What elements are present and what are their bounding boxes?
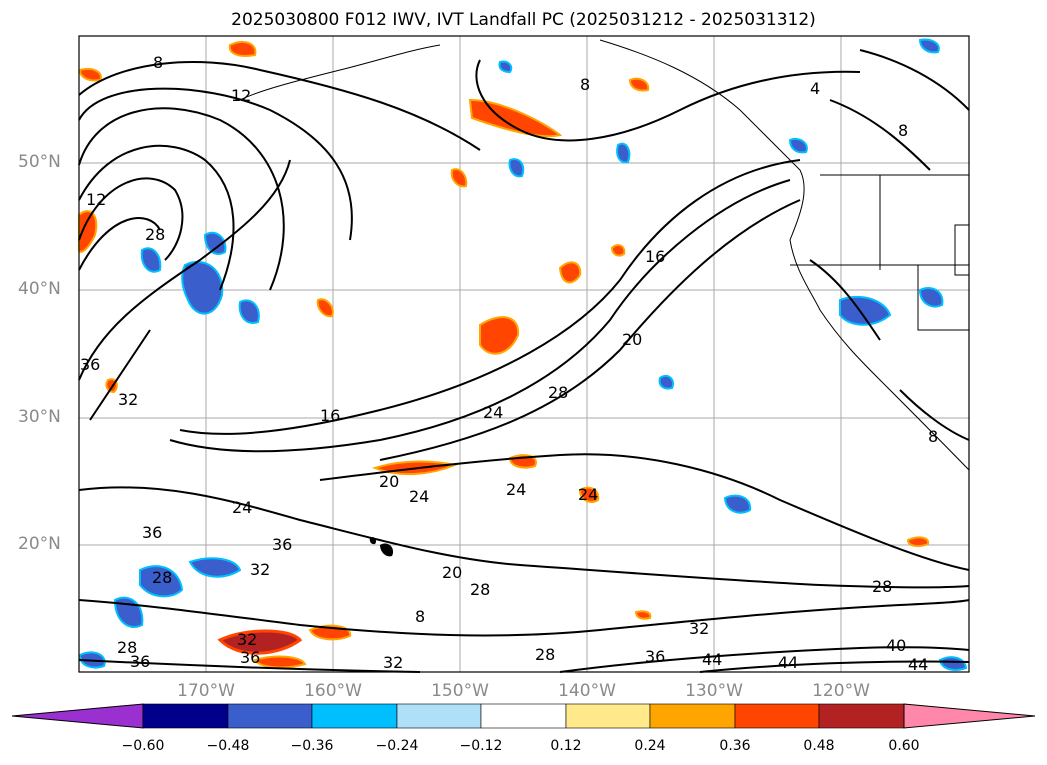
colorbar-bin-7 bbox=[649, 703, 736, 729]
gridlines bbox=[79, 36, 969, 672]
contour-label: 36 bbox=[80, 355, 100, 374]
colorbar-tick-label: −0.12 bbox=[459, 738, 503, 754]
contour-label: 40 bbox=[886, 636, 906, 655]
colorbar-high-extension bbox=[903, 703, 1036, 729]
lat-label-20n: 20°N bbox=[18, 534, 61, 554]
contour-label: 8 bbox=[898, 121, 908, 140]
positive-anomaly-patches bbox=[78, 41, 930, 669]
contour-labels: 8 12 4 8 8 12 28 16 20 36 32 16 24 28 20… bbox=[80, 53, 938, 674]
contour-label: 24 bbox=[578, 485, 598, 504]
colorbar-bin-6 bbox=[565, 703, 651, 729]
colorbar-bin-1 bbox=[142, 703, 229, 729]
lon-label-130w: 130°W bbox=[685, 681, 743, 701]
colorbar bbox=[11, 703, 1036, 729]
contour-label: 24 bbox=[232, 498, 252, 517]
colorbar-tick-label: 0.12 bbox=[550, 738, 582, 754]
colorbar-bin-2 bbox=[227, 703, 313, 729]
contour-label: 12 bbox=[231, 86, 251, 105]
contour-label: 8 bbox=[928, 427, 938, 446]
colorbar-tick-label: −0.36 bbox=[290, 738, 334, 754]
colorbar-bin-3 bbox=[311, 703, 398, 729]
contour-label: 24 bbox=[409, 487, 429, 506]
contour-label: 20 bbox=[622, 330, 642, 349]
contour-label: 36 bbox=[240, 648, 260, 667]
colorbar-tick-label: 0.48 bbox=[803, 738, 835, 754]
colorbar-tick-label: −0.24 bbox=[375, 738, 419, 754]
colorbar-bin-5 bbox=[480, 703, 567, 729]
contour-label: 44 bbox=[702, 650, 722, 669]
lon-label-160w: 160°W bbox=[304, 681, 362, 701]
colorbar-low-extension bbox=[11, 703, 144, 729]
contour-label: 32 bbox=[383, 653, 403, 672]
contour-label: 16 bbox=[645, 247, 665, 266]
map-frame bbox=[78, 35, 970, 673]
lat-label-30n: 30°N bbox=[18, 407, 61, 427]
contour-label: 32 bbox=[689, 619, 709, 638]
contour-label: 28 bbox=[535, 645, 555, 664]
contour-label: 24 bbox=[506, 480, 526, 499]
colorbar-bin-9 bbox=[818, 703, 905, 729]
colorbar-tick-label: 0.24 bbox=[634, 738, 666, 754]
colorbar-bin-8 bbox=[734, 703, 820, 729]
contour-label: 36 bbox=[142, 523, 162, 542]
colorbar-tick-label: −0.48 bbox=[206, 738, 250, 754]
contour-label: 8 bbox=[153, 53, 163, 72]
colorbar-tick-label: −0.60 bbox=[121, 738, 165, 754]
contour-label: 44 bbox=[778, 653, 798, 672]
colorbar-tick-label: 0.60 bbox=[888, 738, 920, 754]
contour-label: 16 bbox=[320, 406, 340, 425]
contour-label: 28 bbox=[117, 638, 137, 657]
contour-label: 20 bbox=[379, 472, 399, 491]
lat-label-50n: 50°N bbox=[18, 152, 61, 172]
lat-label-40n: 40°N bbox=[18, 279, 61, 299]
contour-label: 28 bbox=[470, 580, 490, 599]
iwv-contours bbox=[78, 49, 970, 673]
contour-label: 8 bbox=[415, 607, 425, 626]
contour-label: 32 bbox=[237, 630, 257, 649]
lon-label-140w: 140°W bbox=[558, 681, 616, 701]
contour-label: 12 bbox=[86, 190, 106, 209]
contour-label: 8 bbox=[580, 75, 590, 94]
negative-anomaly-patches bbox=[78, 38, 968, 671]
contour-label: 36 bbox=[645, 647, 665, 666]
contour-label: 28 bbox=[145, 225, 165, 244]
lon-label-120w: 120°W bbox=[812, 681, 870, 701]
contour-label: 36 bbox=[272, 535, 292, 554]
colorbar-tick-label: 0.36 bbox=[719, 738, 751, 754]
contour-label: 28 bbox=[872, 577, 892, 596]
contour-label: 24 bbox=[483, 403, 503, 422]
contour-label: 32 bbox=[118, 390, 138, 409]
hawaii-islands bbox=[369, 537, 394, 557]
contour-label: 28 bbox=[548, 383, 568, 402]
contour-label: 36 bbox=[130, 652, 150, 671]
contour-label: 32 bbox=[250, 560, 270, 579]
lon-label-170w: 170°W bbox=[177, 681, 235, 701]
colorbar-bin-4 bbox=[396, 703, 482, 729]
contour-label: 4 bbox=[810, 79, 820, 98]
map-title: 2025030800 F012 IWV, IVT Landfall PC (20… bbox=[231, 10, 816, 30]
lon-label-150w: 150°W bbox=[431, 681, 489, 701]
contour-label: 20 bbox=[442, 563, 462, 582]
contour-label: 44 bbox=[908, 655, 928, 674]
contour-label: 28 bbox=[152, 568, 172, 587]
